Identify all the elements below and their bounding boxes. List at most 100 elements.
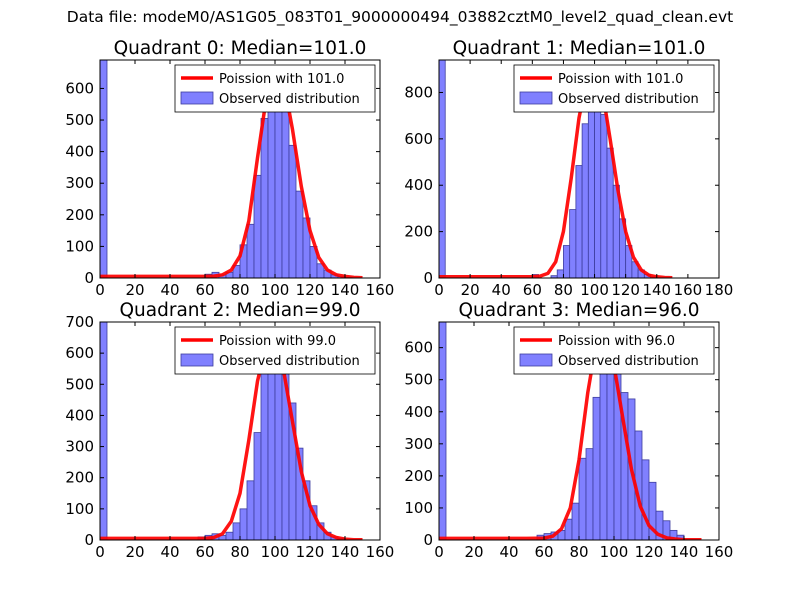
x-tick-label: 160 — [705, 543, 734, 561]
y-tick-label: 200 — [65, 469, 94, 487]
x-tick-label: 100 — [580, 281, 609, 299]
y-tick-label: 100 — [65, 237, 94, 255]
y-tick-label: 600 — [65, 79, 94, 97]
y-tick-label: 0 — [423, 269, 433, 287]
y-tick-label: 0 — [84, 269, 94, 287]
legend: Poission with 96.0 Observed distribution — [513, 326, 715, 375]
y-tick-label: 800 — [404, 83, 433, 101]
legend-bar-swatch — [519, 353, 553, 367]
histogram-bar — [556, 269, 564, 278]
legend-label-observed: Observed distribution — [219, 92, 360, 107]
quadrant-title: Quadrant 0: Median=101.0 — [114, 38, 367, 59]
quadrant-title: Quadrant 3: Median=96.0 — [458, 300, 699, 321]
histogram-bar — [599, 363, 608, 540]
x-tick-label: 120 — [296, 543, 325, 561]
quadrant-2-panel: 0 20 40 60 80 100 120 140 160 0 100 200 300 400 500 600… — [65, 300, 394, 561]
y-tick-label: 300 — [65, 438, 94, 456]
x-tick-label: 0 — [95, 543, 105, 561]
y-tick-label: 0 — [84, 531, 94, 549]
histogram-bar — [232, 522, 241, 540]
histogram-bar — [439, 60, 446, 278]
x-tick-label: 20 — [461, 281, 480, 299]
histogram-bar — [260, 363, 269, 540]
x-tick-label: 120 — [296, 281, 325, 299]
y-tick-label: 0 — [423, 531, 433, 549]
poisson-fit-line — [100, 338, 363, 540]
quadrant-title: Quadrant 2: Median=99.0 — [119, 300, 360, 321]
histogram-bar — [587, 94, 595, 278]
x-tick-label: 160 — [366, 543, 395, 561]
histogram-bar — [100, 60, 108, 278]
histogram-bar — [260, 118, 269, 278]
y-tick-label: 500 — [65, 375, 94, 393]
histogram-bar — [267, 88, 276, 278]
y-tick-label: 200 — [404, 467, 433, 485]
histogram-bar — [253, 432, 262, 540]
histogram-bar — [594, 96, 602, 278]
histogram-bar — [246, 480, 255, 540]
y-tick-label: 100 — [404, 499, 433, 517]
quadrant-1-panel: 0 20 40 60 80 100 120 140 160 180 0 200 400 600 800 Qua… — [404, 38, 733, 299]
histogram-bar — [225, 531, 234, 540]
x-tick-label: 100 — [261, 281, 290, 299]
histogram-bar — [295, 190, 304, 278]
x-tick-label: 140 — [670, 543, 699, 561]
x-tick-label: 80 — [554, 281, 573, 299]
y-tick-label: 400 — [404, 403, 433, 421]
histogram-bar — [575, 165, 583, 278]
poisson-fit-line — [100, 69, 363, 278]
histogram-bar — [563, 245, 571, 278]
x-tick-label: 20 — [125, 281, 144, 299]
legend-bar-swatch — [180, 353, 214, 367]
histogram-bar — [253, 174, 262, 278]
x-tick-label: 20 — [125, 543, 144, 561]
x-tick-label: 120 — [635, 543, 664, 561]
x-tick-label: 20 — [464, 543, 483, 561]
histogram-bar — [569, 209, 577, 278]
x-tick-label: 0 — [95, 281, 105, 299]
y-tick-label: 600 — [404, 339, 433, 357]
histogram-bars — [439, 60, 658, 278]
poisson-fit-line — [439, 68, 673, 278]
y-tick-label: 400 — [65, 406, 94, 424]
x-tick-label: 80 — [230, 281, 249, 299]
x-tick-label: 40 — [160, 543, 179, 561]
y-tick-label: 700 — [65, 313, 94, 331]
y-tick-label: 300 — [65, 174, 94, 192]
histogram-bar — [585, 448, 594, 540]
x-tick-label: 80 — [569, 543, 588, 561]
x-tick-label: 60 — [195, 281, 214, 299]
quadrant-title: Quadrant 1: Median=101.0 — [453, 38, 706, 59]
histogram-bar — [281, 94, 290, 278]
histogram-bar — [100, 322, 108, 540]
histogram-bar — [578, 457, 587, 540]
figure-suptitle: Data file: modeM0/AS1G05_083T01_90000004… — [66, 8, 734, 26]
legend-bar-swatch — [180, 91, 214, 105]
x-tick-label: 40 — [492, 281, 511, 299]
y-tick-label: 500 — [404, 371, 433, 389]
y-tick-label: 300 — [404, 435, 433, 453]
x-tick-label: 160 — [366, 281, 395, 299]
y-tick-label: 400 — [404, 176, 433, 194]
legend-label-observed: Observed distribution — [219, 354, 360, 369]
y-tick-label: 200 — [404, 223, 433, 241]
x-tick-label: 140 — [331, 281, 360, 299]
y-tick-label: 600 — [404, 130, 433, 148]
x-tick-label: 40 — [160, 281, 179, 299]
x-tick-label: 180 — [705, 281, 734, 299]
x-tick-label: 60 — [534, 543, 553, 561]
quadrant-0-panel: 0 20 40 60 80 100 120 140 160 0 100 200 300 400 500 600… — [65, 38, 394, 299]
x-tick-label: 140 — [642, 281, 671, 299]
legend-label-poisson: Poission with 99.0 — [219, 334, 336, 349]
legend-label-observed: Observed distribution — [558, 354, 699, 369]
y-tick-label: 200 — [65, 206, 94, 224]
x-tick-label: 0 — [434, 543, 444, 561]
x-tick-label: 60 — [195, 543, 214, 561]
histogram-bar — [581, 123, 589, 278]
x-tick-label: 0 — [434, 281, 444, 299]
legend-label-poisson: Poission with 96.0 — [558, 334, 675, 349]
histogram-bar — [592, 396, 601, 540]
legend-label-observed: Observed distribution — [558, 92, 699, 107]
legend: Poission with 101.0 Observed distribution — [513, 64, 715, 113]
